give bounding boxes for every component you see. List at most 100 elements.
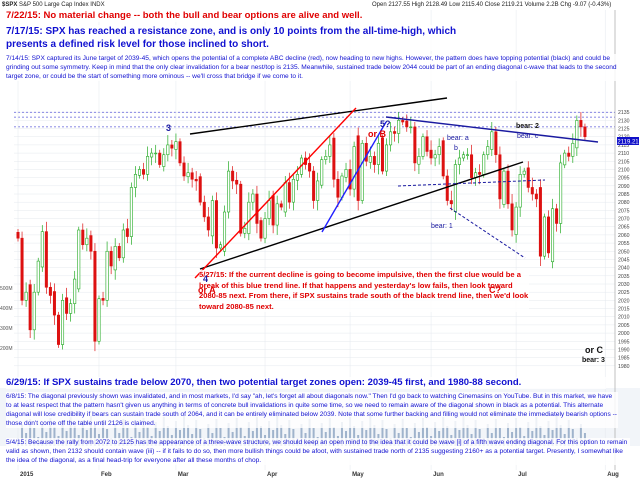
candle-body — [425, 136, 429, 152]
candle-body — [348, 169, 352, 190]
volume-bar — [114, 424, 117, 446]
volume-bar — [215, 419, 218, 446]
candle-body — [372, 156, 376, 165]
candle-body — [563, 152, 567, 166]
candle-body — [287, 182, 291, 203]
volume-bar — [413, 423, 416, 446]
candle-body — [328, 144, 332, 157]
candle-body — [534, 193, 538, 200]
volume-bar — [146, 427, 149, 446]
annotation-6-29: 6/29/15: If SPX sustains trade below 207… — [6, 377, 606, 389]
y-tick-label: 1985 — [618, 356, 630, 362]
volume-bar — [555, 416, 558, 446]
volume-bar — [174, 421, 177, 446]
annotation-7-14: 7/14/15: SPX captured its June target of… — [6, 54, 630, 81]
candle-body — [360, 142, 364, 201]
wave-label-bear-c: bear: c — [517, 133, 539, 140]
candle-body — [470, 154, 474, 178]
volume-bar — [559, 425, 562, 446]
candle-body — [170, 144, 174, 149]
volume-bar — [235, 418, 238, 446]
volume-bar — [73, 426, 76, 446]
volume-bar — [29, 419, 32, 446]
annotation-7-17: 7/17/15: SPX has reached a resistance zo… — [6, 25, 466, 51]
volume-bar — [288, 420, 291, 446]
x-month-label: Feb — [101, 472, 112, 478]
symbol: $SPX — [2, 2, 18, 8]
candle-body — [551, 208, 555, 263]
annotation-6-8: 6/8/15: The diagonal previously shown wa… — [6, 392, 618, 428]
candle-body — [206, 216, 210, 231]
y-tick-label: 2100 — [618, 167, 630, 173]
candle-body — [255, 193, 259, 224]
volume-bar — [353, 426, 356, 446]
x-month-label: Jul — [518, 472, 527, 478]
candle-body — [340, 175, 344, 198]
candle-body — [137, 169, 141, 176]
x-month-label: May — [352, 472, 364, 478]
volume-bar — [300, 424, 303, 446]
candle-body — [364, 142, 368, 162]
volume-bar — [385, 429, 388, 446]
candle-body — [449, 200, 453, 205]
candle-body — [48, 286, 52, 296]
candle-body — [214, 200, 218, 249]
candle-body — [514, 206, 518, 235]
y-tick-label: 2130 — [618, 118, 630, 124]
y-tick-label: 2060 — [618, 233, 630, 239]
candle-body — [89, 235, 93, 252]
candle-body — [223, 211, 227, 252]
candle-body — [271, 195, 275, 226]
candle-body — [510, 203, 514, 231]
volume-bar — [53, 427, 56, 446]
y-tick-label: 2005 — [618, 323, 630, 329]
bear-dashed-upper — [397, 179, 546, 187]
candle-body — [368, 156, 372, 163]
candle-body — [312, 170, 316, 201]
candle-body — [555, 208, 559, 224]
candle-body — [105, 250, 109, 301]
candle-body — [20, 237, 24, 301]
y-tick-label: 2035 — [618, 274, 630, 280]
candle-body — [389, 131, 393, 146]
y-tick-label: 2045 — [618, 257, 630, 263]
candle-body — [117, 246, 121, 259]
candle-body — [401, 120, 405, 123]
y-tick-label: 2055 — [618, 241, 630, 247]
volume-bar — [507, 423, 510, 446]
volume-bar — [401, 419, 404, 446]
y-tick-label: 2040 — [618, 266, 630, 272]
candle-body — [522, 170, 526, 175]
volume-bar — [486, 424, 489, 446]
candle-body — [457, 157, 461, 165]
volume-bar — [405, 428, 408, 446]
volume-bar — [21, 424, 24, 446]
candle-body — [194, 178, 198, 182]
wave-label-or-a: or A — [198, 285, 216, 295]
candle-body — [65, 297, 69, 314]
candle-body — [332, 137, 336, 180]
candle-body — [162, 154, 166, 167]
x-month-label: Apr — [267, 472, 278, 478]
volume-bar — [369, 416, 372, 446]
candle-body — [251, 193, 255, 203]
wave-label-bear-a: bear: a — [447, 135, 469, 142]
volume-bar — [259, 426, 262, 446]
candle-body — [32, 291, 36, 331]
volume-bar — [81, 421, 84, 446]
x-axis: 2015 Feb Mar Apr May Jun Jul Aug — [20, 472, 619, 478]
candle-body — [336, 178, 340, 198]
candle-body — [129, 187, 133, 237]
candle-body — [283, 182, 287, 213]
candle-body — [146, 156, 150, 175]
volume-bar — [69, 417, 72, 446]
candle-body — [174, 141, 178, 150]
candle-body — [186, 172, 190, 177]
volume-bar — [434, 422, 437, 446]
exchange: INDX — [90, 2, 105, 8]
y-tick-label: 2135 — [618, 110, 630, 116]
candle-body — [579, 120, 583, 128]
volume-bar — [547, 421, 550, 446]
candle-body — [405, 120, 409, 128]
candle-body — [154, 152, 158, 155]
